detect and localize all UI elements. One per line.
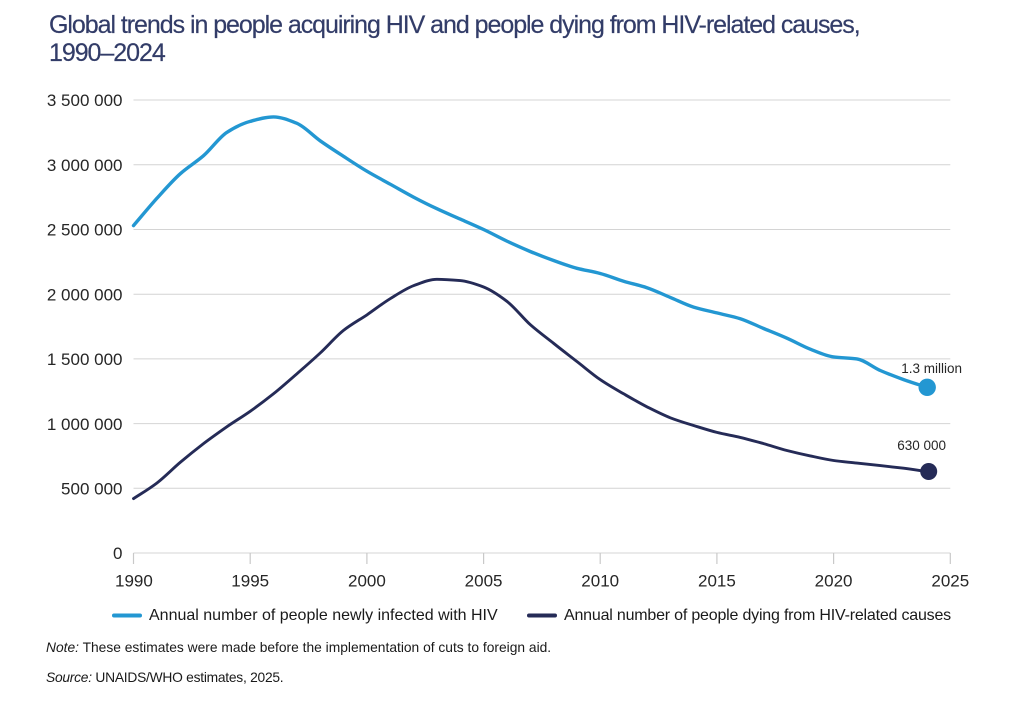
svg-text:1995: 1995 bbox=[231, 572, 269, 591]
svg-text:1 000 000: 1 000 000 bbox=[47, 415, 123, 434]
svg-text:1 500 000: 1 500 000 bbox=[47, 350, 123, 369]
svg-text:0: 0 bbox=[113, 544, 122, 563]
svg-text:2015: 2015 bbox=[698, 572, 736, 591]
svg-text:2 500 000: 2 500 000 bbox=[47, 221, 123, 240]
svg-text:3 500 000: 3 500 000 bbox=[47, 91, 123, 110]
svg-text:2010: 2010 bbox=[581, 572, 619, 591]
svg-text:2025: 2025 bbox=[931, 572, 969, 591]
svg-text:2000: 2000 bbox=[348, 572, 386, 591]
svg-text:1990: 1990 bbox=[115, 572, 153, 591]
svg-text:2 000 000: 2 000 000 bbox=[47, 285, 123, 304]
svg-text:2005: 2005 bbox=[465, 572, 503, 591]
svg-text:2020: 2020 bbox=[815, 572, 853, 591]
svg-text:500 000: 500 000 bbox=[61, 480, 122, 499]
svg-text:3 000 000: 3 000 000 bbox=[47, 156, 123, 175]
